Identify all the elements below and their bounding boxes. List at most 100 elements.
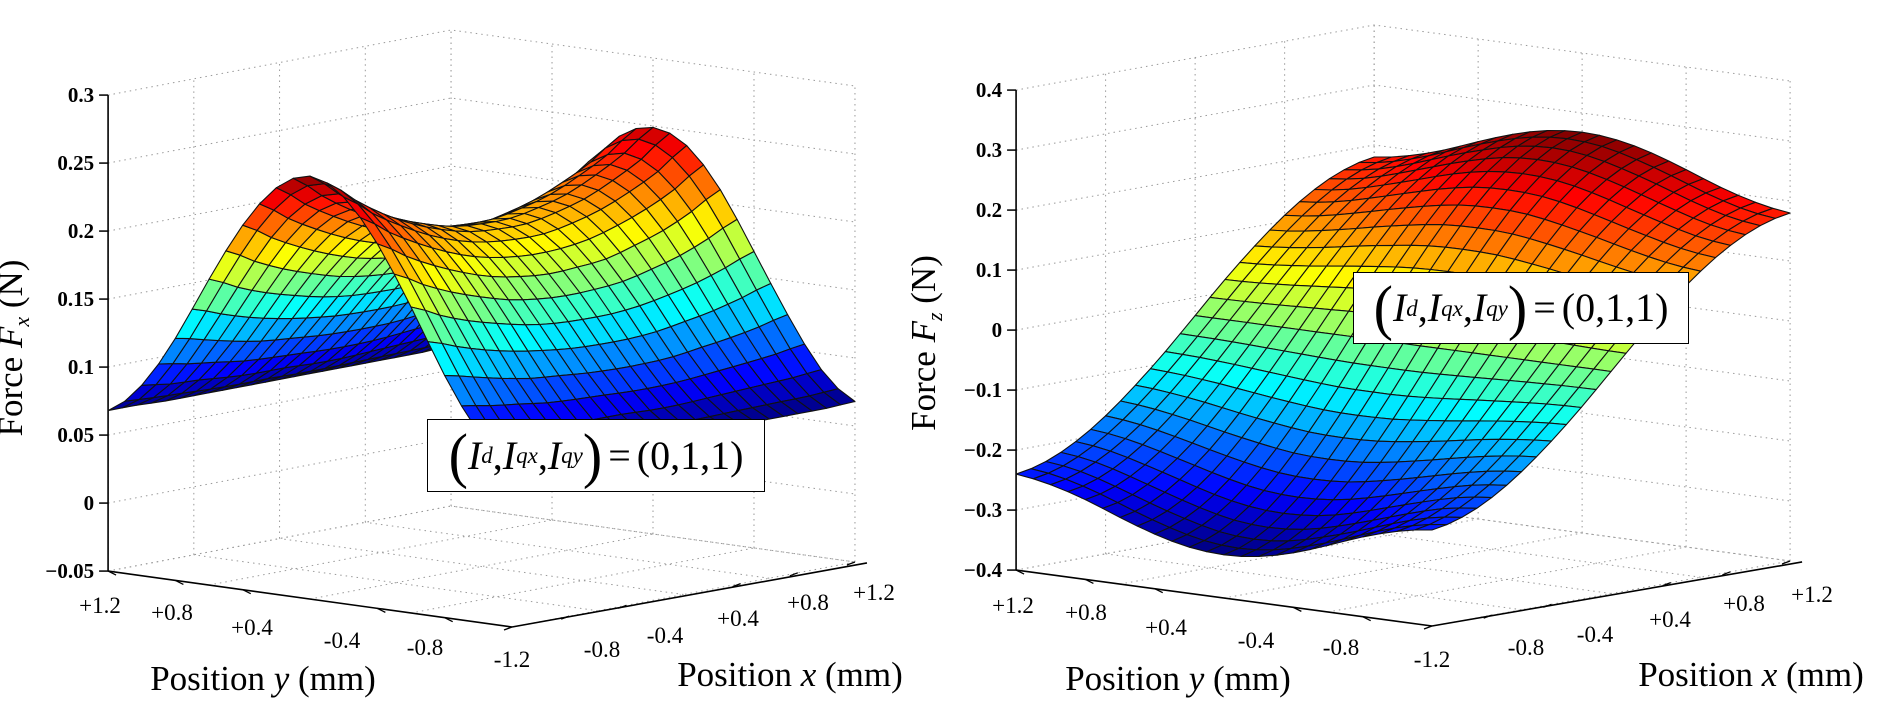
floor-gridline bbox=[1284, 520, 1701, 578]
z-tick-label: 0.2 bbox=[976, 198, 1002, 222]
floor-gridline bbox=[1374, 504, 1791, 562]
legend-comma: , bbox=[1462, 285, 1473, 330]
x-tick-label: -0.4 bbox=[1577, 622, 1614, 647]
x-tick bbox=[503, 626, 513, 631]
legend-value: (0,1,1) bbox=[1561, 285, 1669, 330]
z-tick-label: 0.3 bbox=[976, 138, 1002, 162]
z-gridline bbox=[108, 437, 856, 504]
z-tick-label: 0.1 bbox=[976, 258, 1002, 282]
floor-gridline bbox=[279, 538, 684, 595]
x-tick bbox=[1543, 603, 1552, 608]
x-tick bbox=[1483, 614, 1492, 619]
y-tick bbox=[1362, 616, 1371, 622]
z-tick-label: 0.25 bbox=[57, 151, 94, 175]
y-tick-label: +0.4 bbox=[1145, 615, 1187, 640]
x-tick-label: +1.2 bbox=[1791, 582, 1833, 607]
z-tick-label: 0 bbox=[992, 318, 1003, 342]
y-tick-label: +1.2 bbox=[79, 593, 121, 618]
x-tick-label: +0.4 bbox=[717, 606, 759, 631]
fz-surface-plot: −0.4 −0.3 −0.2 −0.1 0 0.1 0.2 0.3 0.4 +1.2 +0.8 +0.… bbox=[904, 24, 1864, 698]
x-tick bbox=[1722, 571, 1731, 576]
x-tick bbox=[1781, 560, 1791, 565]
y-tick bbox=[1154, 588, 1164, 594]
fz-axes: −0.4 −0.3 −0.2 −0.1 0 0.1 0.2 0.3 0.4 +1.2 +0.8 +0.… bbox=[904, 78, 1864, 698]
legend-open-paren: ( bbox=[1373, 273, 1393, 342]
z-gridline bbox=[108, 29, 856, 96]
y-tick-label: -0.4 bbox=[1238, 628, 1275, 653]
surface-patch bbox=[1414, 523, 1448, 531]
x-tick bbox=[560, 615, 570, 620]
x-tick bbox=[846, 561, 856, 566]
x-tick-label: -0.8 bbox=[1508, 635, 1544, 660]
y-axis-title: Position y (mm) bbox=[150, 659, 376, 698]
z-tick-label: −0.05 bbox=[45, 559, 94, 583]
y-tick bbox=[175, 579, 184, 585]
x-tick bbox=[732, 583, 741, 588]
floor-gridline bbox=[193, 554, 598, 612]
legend-sub-1: d bbox=[481, 443, 493, 468]
legend-sub-3: qy bbox=[561, 443, 583, 468]
z-gridline bbox=[108, 165, 856, 232]
z-tick-label: 0.05 bbox=[57, 423, 94, 447]
y-tick-label: +0.8 bbox=[1065, 600, 1107, 625]
legend-symbol-1: I bbox=[1392, 285, 1407, 330]
y-tick-label: -0.8 bbox=[407, 635, 443, 660]
legend-equals: = bbox=[608, 432, 631, 478]
legend-close-paren: ) bbox=[582, 420, 603, 490]
x-axis-line bbox=[1431, 561, 1803, 627]
z-gridline bbox=[1016, 24, 1791, 91]
z-tick-label: 0.2 bbox=[68, 219, 94, 243]
x-tick bbox=[1423, 625, 1433, 630]
floor-gridline bbox=[365, 521, 770, 579]
legend-comma: , bbox=[1417, 285, 1428, 330]
z-tick-label: −0.2 bbox=[964, 438, 1002, 462]
z-axis-title: Force Fx (N) bbox=[0, 260, 34, 437]
legend-symbol-1: I bbox=[467, 432, 482, 478]
x-tick-label: +1.2 bbox=[853, 580, 895, 605]
x-tick bbox=[1662, 582, 1671, 587]
legend-value: (0,1,1) bbox=[636, 432, 744, 478]
x-tick-label: +0.8 bbox=[787, 590, 829, 615]
x-axis-title: Position x (mm) bbox=[1638, 655, 1864, 694]
x-tick-label: -0.8 bbox=[584, 637, 620, 662]
legend-symbol-3: I bbox=[1472, 285, 1487, 330]
z-gridline bbox=[108, 369, 856, 436]
x-tick bbox=[789, 572, 799, 577]
y-tick-label: +0.8 bbox=[151, 600, 193, 625]
z-tick-label: 0.15 bbox=[57, 287, 94, 311]
y-tick-label: +1.2 bbox=[992, 593, 1034, 618]
y-tick bbox=[1015, 569, 1025, 575]
z-gridline bbox=[108, 97, 856, 164]
y-tick bbox=[377, 607, 386, 613]
legend-sub-1: d bbox=[1406, 295, 1418, 321]
y-tick bbox=[1085, 578, 1094, 584]
y-tick bbox=[107, 570, 117, 576]
z-tick-label: 0 bbox=[84, 491, 95, 515]
legend-symbol-3: I bbox=[547, 432, 562, 478]
legend-sub-2: qx bbox=[516, 443, 538, 468]
z-tick-label: −0.1 bbox=[964, 378, 1002, 402]
y-tick-label: +0.4 bbox=[231, 615, 273, 640]
fx-axes: −0.05 0 0.05 0.1 0.15 0.2 0.25 0.3 +1.2 +0.8 +0.4 -… bbox=[0, 83, 903, 698]
z-tick-label: 0.4 bbox=[976, 78, 1003, 102]
x-tick-label: -1.2 bbox=[1414, 647, 1450, 672]
x-tick-label: +0.4 bbox=[1649, 607, 1691, 632]
legend-symbol-2: I bbox=[1427, 285, 1442, 330]
x-axis-line bbox=[511, 562, 868, 628]
floor-gridline bbox=[450, 505, 856, 563]
legend-comma: , bbox=[492, 432, 503, 478]
z-tick-label: 0.3 bbox=[68, 83, 94, 107]
legend-close-paren: ) bbox=[1507, 273, 1528, 342]
z-gridline bbox=[1016, 84, 1791, 151]
y-tick-label: -0.8 bbox=[1323, 635, 1359, 660]
floor-gridline bbox=[1223, 532, 1583, 599]
z-axis-title: Force Fz (N) bbox=[904, 255, 947, 431]
legend-open-paren: ( bbox=[448, 420, 468, 490]
y-axis-title: Position y (mm) bbox=[1065, 659, 1291, 698]
legend-sub-3: qy bbox=[1486, 295, 1508, 321]
x-tick bbox=[618, 604, 627, 609]
x-tick-label: -1.2 bbox=[494, 647, 530, 672]
x-tick-label: -0.4 bbox=[647, 623, 684, 648]
